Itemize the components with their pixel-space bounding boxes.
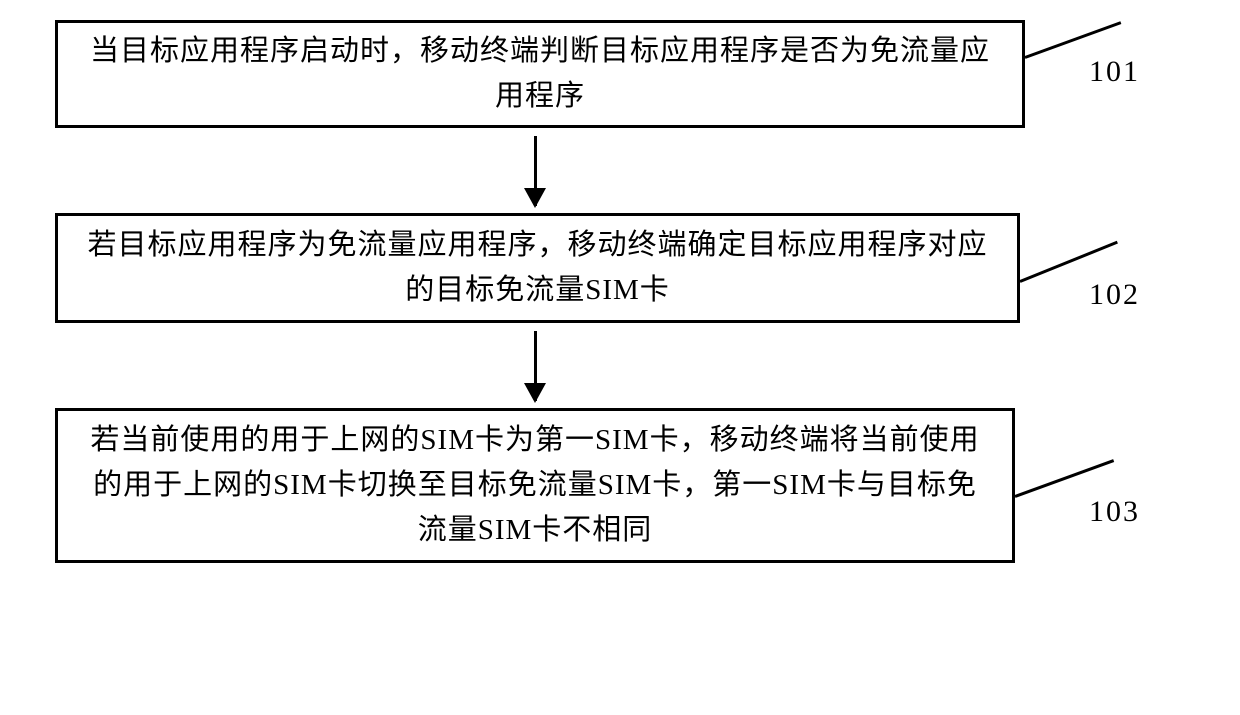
- flow-step-103: 若当前使用的用于上网的SIM卡为第一SIM卡，移动终端将当前使用的用于上网的SI…: [55, 408, 1015, 563]
- arrow-down-icon: [534, 331, 537, 401]
- flow-step-101: 当目标应用程序启动时，移动终端判断目标应用程序是否为免流量应用程序: [55, 20, 1025, 128]
- flowchart-container: 当目标应用程序启动时，移动终端判断目标应用程序是否为免流量应用程序 若目标应用程…: [55, 20, 1185, 563]
- flow-step-101-text: 当目标应用程序启动时，移动终端判断目标应用程序是否为免流量应用程序: [83, 29, 997, 119]
- flow-step-103-text: 若当前使用的用于上网的SIM卡为第一SIM卡，移动终端将当前使用的用于上网的SI…: [83, 418, 987, 553]
- arrow-2-to-3: [55, 323, 1015, 408]
- step-label-101: 101: [1089, 55, 1140, 89]
- flow-step-102-text: 若目标应用程序为免流量应用程序，移动终端确定目标应用程序对应的目标免流量SIM卡: [83, 223, 992, 313]
- flow-step-102: 若目标应用程序为免流量应用程序，移动终端确定目标应用程序对应的目标免流量SIM卡: [55, 213, 1020, 323]
- step-label-102: 102: [1089, 278, 1140, 312]
- arrow-1-to-2: [55, 128, 1015, 213]
- arrow-down-icon: [534, 136, 537, 206]
- step-label-103: 103: [1089, 495, 1140, 529]
- connector-line-2: [1019, 241, 1117, 283]
- connector-line-3: [1014, 459, 1114, 498]
- connector-line-1: [1024, 21, 1121, 59]
